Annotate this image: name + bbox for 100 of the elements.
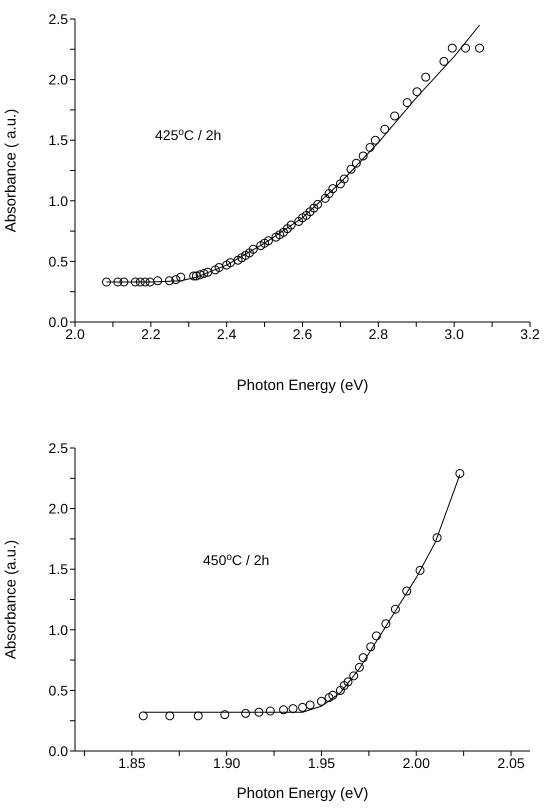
point xyxy=(402,98,412,108)
point xyxy=(153,276,162,286)
point xyxy=(226,258,235,268)
point xyxy=(288,704,298,714)
point xyxy=(372,631,381,640)
y-tick-label: 1.5 xyxy=(48,132,68,148)
point xyxy=(234,256,243,265)
point xyxy=(390,111,400,120)
point xyxy=(340,174,349,184)
point xyxy=(203,268,212,277)
point xyxy=(336,686,345,695)
point xyxy=(309,204,318,213)
point xyxy=(138,711,148,720)
annotation: 450$^{o}$C / 2h xyxy=(203,552,270,568)
point xyxy=(328,690,338,700)
point xyxy=(275,230,284,240)
point xyxy=(324,189,334,198)
x-axis-title: Photon Energy (eV) xyxy=(236,785,368,802)
point xyxy=(279,705,288,714)
point xyxy=(302,210,311,220)
point xyxy=(248,244,258,254)
point xyxy=(448,44,457,53)
point xyxy=(358,653,368,662)
x-tick-label: 2.05 xyxy=(497,754,525,771)
point xyxy=(412,87,422,96)
point xyxy=(370,136,380,145)
point xyxy=(194,711,203,720)
point xyxy=(455,468,464,478)
point xyxy=(266,706,275,716)
point xyxy=(358,151,368,160)
point xyxy=(222,260,232,270)
y-tick-label: 0.5 xyxy=(48,253,68,270)
point xyxy=(328,184,338,194)
y-tick-label: 1.5 xyxy=(48,561,68,578)
point xyxy=(176,272,186,282)
point xyxy=(320,194,330,203)
y-tick-label: 0.0 xyxy=(48,742,68,759)
point xyxy=(366,642,376,652)
point xyxy=(475,44,484,53)
y-tick-label: 0.5 xyxy=(48,682,68,698)
point xyxy=(286,220,296,230)
y-tick-label: 2.5 xyxy=(48,440,68,456)
point xyxy=(102,278,111,287)
point xyxy=(365,142,374,152)
y-tick-label: 2.5 xyxy=(48,10,68,27)
point xyxy=(354,662,364,672)
point xyxy=(324,693,334,702)
point xyxy=(214,262,224,272)
point xyxy=(461,44,470,53)
point xyxy=(260,238,270,248)
point xyxy=(402,586,412,596)
x-tick-label: 2.2 xyxy=(141,326,161,342)
y-tick-label: 1.0 xyxy=(48,192,68,209)
point xyxy=(199,269,208,278)
point xyxy=(165,711,174,720)
point xyxy=(298,213,307,222)
point xyxy=(346,164,356,174)
point xyxy=(306,207,315,216)
point xyxy=(416,566,425,575)
point xyxy=(316,696,326,706)
point xyxy=(439,56,448,66)
point xyxy=(390,604,400,614)
y-axis-title: Absorbance (a.u.) xyxy=(2,540,20,660)
point xyxy=(220,710,230,720)
point xyxy=(119,278,128,287)
point xyxy=(210,265,220,274)
point xyxy=(171,275,180,284)
point xyxy=(192,271,201,280)
y-axis-title: Absorbance ( a.u.) xyxy=(2,108,20,232)
point xyxy=(294,216,304,226)
point xyxy=(381,619,390,628)
x-tick-label: 2.8 xyxy=(368,326,388,342)
x-tick-label: 3.2 xyxy=(520,326,540,342)
point xyxy=(140,278,150,287)
point xyxy=(336,179,345,188)
point xyxy=(136,278,145,287)
point xyxy=(146,278,155,287)
point xyxy=(254,708,264,717)
point xyxy=(352,158,361,168)
point xyxy=(279,228,288,237)
point xyxy=(264,236,273,246)
point xyxy=(313,200,322,209)
point xyxy=(340,681,349,690)
point xyxy=(241,708,250,718)
point xyxy=(432,533,442,542)
point xyxy=(196,270,205,280)
annotation: 425$^{o}$C / 2h xyxy=(155,126,222,143)
point xyxy=(189,271,198,280)
x-tick-label: 1.90 xyxy=(213,754,241,771)
x-tick-label: 1.95 xyxy=(308,754,336,771)
point xyxy=(282,224,292,234)
point xyxy=(271,232,280,242)
point xyxy=(344,677,352,686)
x-axis-title: Photon Energy (eV) xyxy=(236,377,368,394)
point xyxy=(421,72,430,82)
x-tick-label: 2.00 xyxy=(402,754,430,771)
x-tick-label: 1.85 xyxy=(118,754,146,771)
point xyxy=(244,248,254,258)
point xyxy=(113,278,122,287)
x-tick-label: 2.4 xyxy=(216,326,237,342)
